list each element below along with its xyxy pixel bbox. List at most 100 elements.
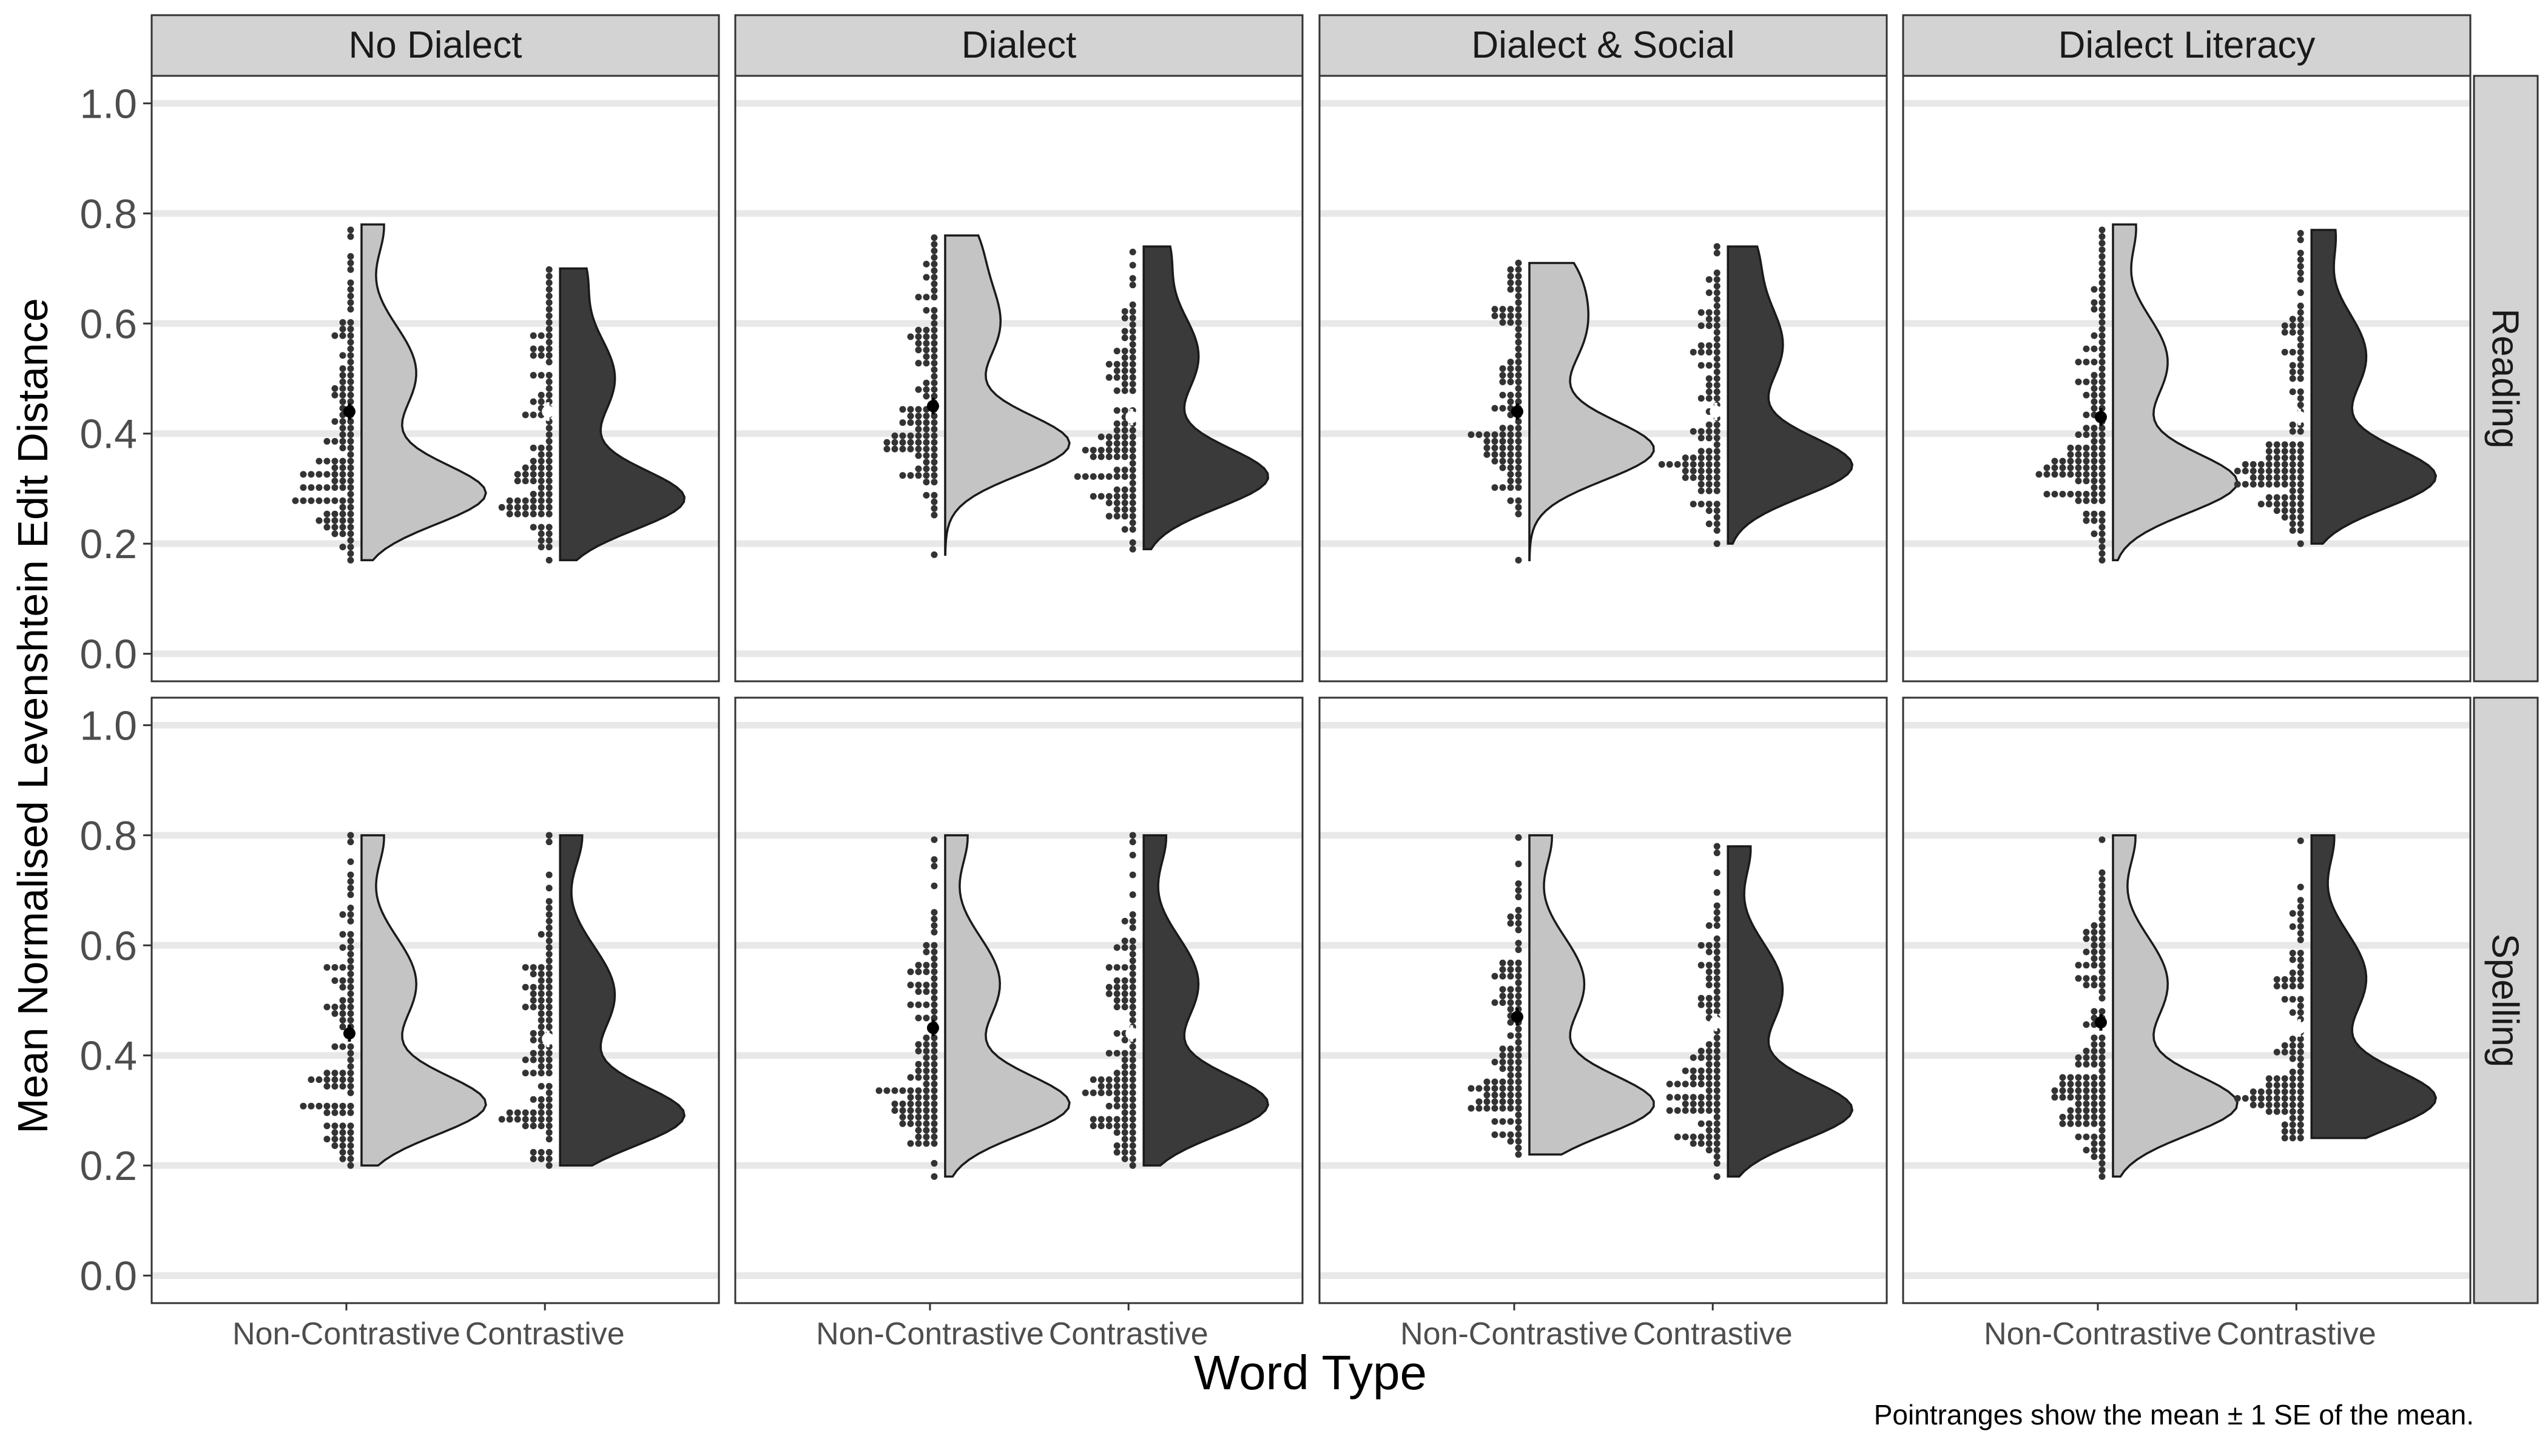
- data-dot: [1491, 999, 1498, 1006]
- data-dot: [923, 1014, 930, 1022]
- data-dot: [2083, 1080, 2090, 1088]
- data-dot: [545, 345, 553, 352]
- data-dot: [931, 836, 938, 843]
- data-dot: [923, 452, 930, 459]
- data-dot: [2091, 1133, 2098, 1141]
- data-dot: [2098, 365, 2106, 372]
- data-dot: [1713, 309, 1721, 316]
- panel-reading-no-dialect: [150, 75, 720, 682]
- data-dot: [2075, 1133, 2082, 1141]
- data-dot: [1507, 986, 1514, 993]
- data-dot: [2289, 949, 2296, 957]
- data-dot: [2289, 996, 2296, 1003]
- data-dot: [923, 393, 930, 400]
- data-dot: [2091, 1107, 2098, 1114]
- data-dot: [1499, 1065, 1506, 1073]
- data-dot: [2281, 329, 2288, 336]
- data-dot: [1121, 387, 1128, 394]
- data-dot: [1129, 314, 1136, 322]
- data-dot: [1129, 911, 1136, 918]
- data-dot: [1121, 367, 1128, 374]
- data-dot: [347, 970, 354, 977]
- data-dot: [1105, 1116, 1113, 1123]
- data-dot: [1121, 1056, 1128, 1063]
- data-dot: [339, 325, 346, 332]
- data-dot: [2297, 917, 2304, 924]
- data-dot: [923, 968, 930, 976]
- pointrange-non-contrastive: [343, 1025, 356, 1042]
- data-dot: [1697, 362, 1705, 369]
- data-dot: [545, 497, 553, 504]
- density-cloud-non-contrastive: [360, 223, 487, 562]
- data-dot: [2091, 332, 2098, 339]
- data-dot: [339, 1017, 346, 1024]
- data-dot: [1713, 942, 1721, 949]
- data-dot: [545, 530, 553, 538]
- data-dot: [1129, 460, 1136, 467]
- data-dot: [1113, 964, 1121, 971]
- data-dot: [1515, 345, 1522, 352]
- data-dot: [1713, 382, 1721, 389]
- pointrange-non-contrastive: [2094, 1014, 2107, 1031]
- data-dot: [1705, 968, 1713, 976]
- data-dot: [347, 917, 354, 925]
- data-dot: [923, 419, 930, 426]
- data-dot: [931, 1001, 938, 1008]
- data-dot: [2098, 550, 2106, 558]
- data-dot: [2098, 1133, 2106, 1141]
- data-dot: [1713, 249, 1721, 257]
- data-dot: [1507, 471, 1514, 478]
- data-dot: [530, 504, 537, 511]
- data-dot: [2289, 1134, 2296, 1142]
- density-cloud-non-contrastive: [2112, 834, 2239, 1178]
- data-dot: [2273, 474, 2280, 481]
- data-dot: [1697, 1100, 1705, 1108]
- data-dot: [1713, 355, 1721, 362]
- data-dot: [1105, 360, 1113, 368]
- data-dot: [915, 988, 922, 995]
- data-dot: [339, 510, 346, 517]
- data-dot: [1515, 425, 1522, 432]
- data-dot: [1690, 461, 1697, 468]
- data-dot: [545, 425, 553, 432]
- data-dot: [530, 491, 537, 498]
- data-dot: [347, 484, 354, 491]
- data-dot: [1515, 1032, 1522, 1039]
- data-dot: [331, 1076, 339, 1084]
- data-dot: [1483, 431, 1491, 439]
- data-dot: [1515, 464, 1522, 471]
- data-dot: [915, 452, 922, 459]
- pointrange-non-contrastive: [1511, 403, 1523, 420]
- data-dot: [538, 497, 545, 504]
- data-dot: [1674, 1080, 1681, 1088]
- data-dot: [339, 497, 346, 504]
- data-dot: [1705, 1147, 1713, 1154]
- data-dot: [1129, 453, 1136, 460]
- data-dot: [545, 832, 553, 839]
- data-dot: [923, 346, 930, 354]
- data-dot: [1113, 447, 1121, 454]
- data-dot: [923, 948, 930, 956]
- data-dot: [1705, 448, 1713, 455]
- data-dot: [1491, 1118, 1498, 1125]
- data-dot: [931, 1173, 938, 1180]
- data-dot: [1682, 1100, 1689, 1108]
- data-dot: [331, 517, 339, 524]
- data-dot: [545, 378, 553, 385]
- data-dot: [1105, 1083, 1113, 1090]
- data-dot: [2098, 318, 2106, 326]
- data-dot: [1690, 428, 1697, 435]
- data-dot: [1113, 1030, 1121, 1037]
- data-dot: [883, 439, 891, 446]
- data-dot: [1705, 1054, 1713, 1061]
- data-dot: [1705, 480, 1713, 488]
- data-dot: [1499, 993, 1506, 1000]
- data-dot: [347, 1063, 354, 1070]
- data-dot: [2257, 1088, 2265, 1096]
- data-dot: [2083, 1060, 2090, 1068]
- data-dot: [2075, 457, 2082, 465]
- data-dot: [1697, 942, 1705, 949]
- data-dot: [1705, 1120, 1713, 1127]
- density-cloud-non-contrastive: [1528, 261, 1655, 562]
- data-dot: [923, 445, 930, 453]
